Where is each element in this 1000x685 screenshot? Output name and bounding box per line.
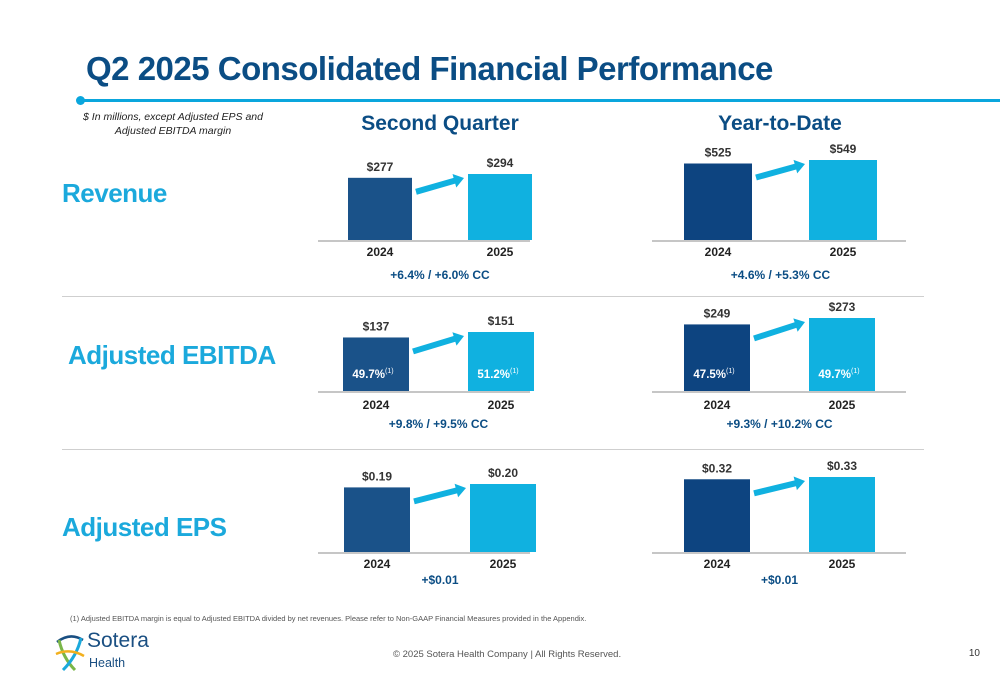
growth-label: +4.6% / +5.3% CC <box>731 268 831 282</box>
bar-value-label: $0.20 <box>488 466 518 480</box>
bar-value-label: $0.33 <box>827 459 857 473</box>
year-tick-label: 2024 <box>705 245 732 259</box>
units-note: $ In millions, except Adjusted EPS and A… <box>83 111 263 137</box>
bar-value-label: $294 <box>487 156 514 170</box>
year-tick-label: 2025 <box>829 557 856 571</box>
column-header-second-quarter: Second Quarter <box>361 112 519 135</box>
bar-value-label: $137 <box>363 319 390 333</box>
sotera-logo-icon <box>55 635 85 672</box>
footnote: (1) Adjusted EBITDA margin is equal to A… <box>70 614 587 623</box>
section-divider <box>62 296 924 297</box>
bar <box>809 160 877 240</box>
bar-value-label: $549 <box>830 142 857 156</box>
margin-label: 49.7%(1) <box>352 368 393 381</box>
year-tick-label: 2025 <box>829 398 856 412</box>
bar-value-label: $249 <box>704 306 731 320</box>
margin-footnote-marker: (1) <box>385 368 394 375</box>
bar <box>809 318 875 391</box>
margin-footnote-marker: (1) <box>851 368 860 375</box>
page-title: Q2 2025 Consolidated Financial Performan… <box>86 50 773 87</box>
page-number: 10 <box>968 648 980 659</box>
bar <box>343 337 409 391</box>
margin-label: 49.7%(1) <box>818 368 859 381</box>
row-label-adjusted-eps: Adjusted EPS <box>62 512 227 542</box>
growth-label: +9.3% / +10.2% CC <box>726 417 832 431</box>
logo-subtitle: Health <box>89 656 126 670</box>
row-label-revenue: Revenue <box>62 178 167 208</box>
margin-label: 47.5%(1) <box>693 368 734 381</box>
growth-label: +$0.01 <box>421 573 458 587</box>
year-tick-label: 2024 <box>363 398 390 412</box>
year-tick-label: 2024 <box>704 557 731 571</box>
row-label-adjusted-ebitda: Adjusted EBITDA <box>68 340 276 370</box>
year-tick-label: 2025 <box>487 245 514 259</box>
growth-arrow-icon <box>412 332 464 355</box>
growth-arrow-icon <box>753 476 805 497</box>
year-tick-label: 2024 <box>704 398 731 412</box>
growth-arrow-icon <box>415 174 464 195</box>
bar-value-label: $273 <box>829 300 856 314</box>
copyright: © 2025 Sotera Health Company | All Right… <box>393 649 622 660</box>
growth-arrow-icon <box>413 483 466 505</box>
bar <box>684 324 750 391</box>
title-rule <box>79 99 1000 102</box>
bar <box>684 163 752 240</box>
margin-label: 51.2%(1) <box>477 368 518 381</box>
growth-arrow-icon <box>755 159 805 181</box>
margin-footnote-marker: (1) <box>510 368 519 375</box>
year-tick-label: 2025 <box>490 557 517 571</box>
sotera-health-logo: Sotera Health <box>53 628 163 676</box>
year-tick-label: 2024 <box>364 557 391 571</box>
bar <box>468 332 534 391</box>
bar-value-label: $0.32 <box>702 461 732 475</box>
bar <box>809 477 875 552</box>
column-header-year-to-date: Year-to-Date <box>718 112 842 135</box>
growth-label: +9.8% / +9.5% CC <box>389 417 489 431</box>
logo-wordmark: Sotera <box>87 629 149 652</box>
bar <box>348 177 412 240</box>
bar-value-label: $525 <box>705 145 732 159</box>
section-divider <box>62 449 924 450</box>
bar <box>468 174 532 240</box>
year-tick-label: 2025 <box>488 398 515 412</box>
bar <box>684 479 750 552</box>
year-tick-label: 2025 <box>830 245 857 259</box>
growth-arrow-icon <box>753 318 805 342</box>
year-tick-label: 2024 <box>367 245 394 259</box>
bar-value-label: $151 <box>488 314 515 328</box>
growth-label: +$0.01 <box>761 573 798 587</box>
bar <box>344 487 410 552</box>
bar-value-label: $277 <box>367 160 394 174</box>
bar-value-label: $0.19 <box>362 469 392 483</box>
bar <box>470 484 536 552</box>
growth-label: +6.4% / +6.0% CC <box>390 268 490 282</box>
margin-footnote-marker: (1) <box>726 368 735 375</box>
title-rule-dot <box>76 96 85 105</box>
